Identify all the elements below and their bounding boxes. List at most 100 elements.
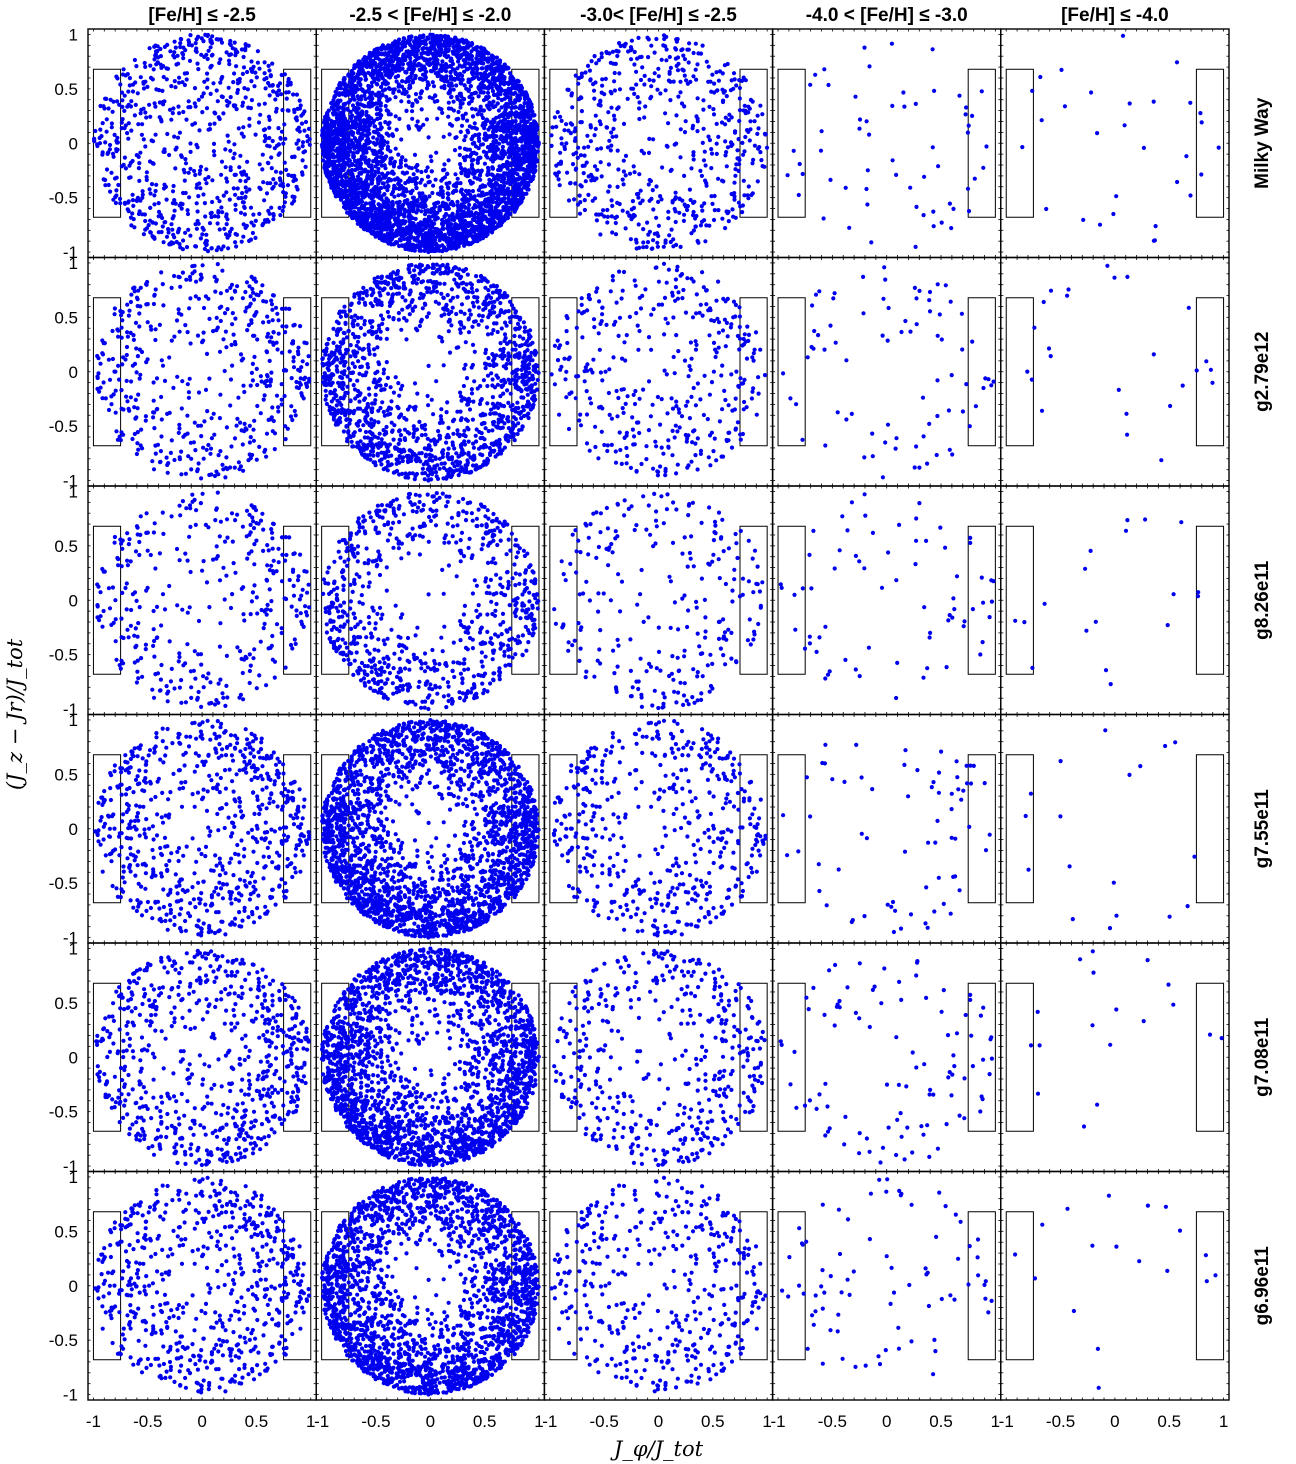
data-point bbox=[360, 131, 365, 136]
data-point bbox=[208, 64, 213, 69]
data-point bbox=[138, 150, 143, 155]
data-point bbox=[298, 103, 303, 108]
data-point bbox=[196, 67, 201, 72]
data-point bbox=[144, 177, 149, 183]
data-point bbox=[347, 80, 353, 85]
data-point bbox=[194, 49, 199, 55]
data-point bbox=[445, 64, 450, 69]
data-point bbox=[238, 178, 243, 183]
data-point bbox=[195, 209, 200, 214]
data-point bbox=[359, 112, 364, 118]
data-point bbox=[451, 183, 456, 188]
data-point bbox=[192, 101, 197, 106]
data-point bbox=[172, 79, 177, 84]
data-point bbox=[411, 172, 416, 177]
data-point bbox=[143, 227, 148, 232]
data-point bbox=[462, 146, 467, 151]
data-point bbox=[358, 83, 363, 88]
data-point bbox=[278, 135, 283, 141]
data-point bbox=[447, 214, 452, 219]
data-point bbox=[445, 185, 450, 190]
data-point bbox=[382, 192, 387, 197]
data-point bbox=[417, 191, 422, 196]
data-point bbox=[161, 240, 166, 245]
data-point bbox=[364, 150, 369, 155]
data-point bbox=[476, 136, 481, 141]
data-point bbox=[336, 86, 341, 91]
data-point bbox=[283, 194, 288, 199]
data-point bbox=[278, 178, 283, 183]
data-point bbox=[165, 131, 170, 137]
data-point bbox=[493, 151, 498, 156]
data-point bbox=[462, 138, 467, 143]
data-point bbox=[409, 248, 415, 253]
data-point bbox=[157, 100, 162, 105]
data-point bbox=[424, 117, 429, 122]
data-point bbox=[340, 195, 345, 200]
data-point bbox=[273, 169, 279, 174]
data-point bbox=[262, 60, 267, 65]
data-point bbox=[281, 204, 286, 209]
data-point bbox=[378, 141, 383, 146]
data-point bbox=[521, 91, 527, 96]
data-point bbox=[273, 97, 278, 102]
data-point bbox=[365, 136, 370, 141]
data-point bbox=[241, 234, 246, 239]
data-point bbox=[181, 238, 186, 243]
data-point bbox=[508, 135, 513, 140]
data-point bbox=[226, 85, 231, 90]
data-point bbox=[400, 170, 405, 175]
data-point bbox=[450, 77, 455, 82]
data-point bbox=[280, 208, 285, 213]
data-point bbox=[393, 75, 398, 80]
data-point bbox=[350, 132, 355, 137]
data-point bbox=[276, 152, 281, 157]
data-point bbox=[127, 83, 132, 88]
data-point bbox=[128, 175, 133, 180]
data-point bbox=[136, 211, 142, 217]
data-point bbox=[219, 159, 225, 164]
data-point bbox=[209, 246, 214, 251]
data-point bbox=[366, 127, 371, 132]
data-point bbox=[169, 117, 174, 122]
data-point bbox=[243, 179, 248, 184]
data-point bbox=[106, 106, 111, 111]
data-point bbox=[153, 188, 158, 194]
data-point bbox=[234, 107, 239, 112]
data-point bbox=[138, 111, 143, 116]
data-point bbox=[205, 77, 210, 82]
data-point bbox=[148, 191, 153, 196]
data-point bbox=[428, 68, 433, 74]
data-point bbox=[219, 40, 225, 45]
data-point bbox=[477, 109, 482, 114]
data-point bbox=[263, 86, 268, 91]
data-point bbox=[232, 151, 237, 156]
data-point bbox=[397, 37, 402, 42]
data-point bbox=[193, 104, 198, 109]
data-point bbox=[535, 149, 540, 154]
data-point bbox=[245, 87, 250, 92]
data-point bbox=[149, 138, 154, 143]
data-point bbox=[151, 67, 156, 72]
data-point bbox=[396, 181, 401, 186]
data-point bbox=[268, 181, 273, 186]
data-point bbox=[419, 107, 424, 112]
data-point bbox=[284, 90, 289, 95]
data-point bbox=[211, 149, 216, 154]
data-point bbox=[261, 127, 266, 133]
data-point bbox=[255, 60, 260, 65]
data-point bbox=[152, 193, 157, 198]
data-point bbox=[177, 80, 182, 85]
data-point bbox=[176, 61, 181, 66]
data-point bbox=[385, 140, 390, 145]
data-point bbox=[204, 238, 209, 244]
data-point bbox=[456, 208, 461, 213]
data-point bbox=[451, 87, 456, 92]
data-point bbox=[344, 149, 349, 155]
data-point bbox=[382, 65, 387, 71]
data-point bbox=[247, 123, 252, 128]
data-point bbox=[132, 225, 137, 230]
data-point bbox=[413, 216, 418, 221]
data-point bbox=[105, 151, 110, 156]
data-point bbox=[276, 83, 281, 88]
